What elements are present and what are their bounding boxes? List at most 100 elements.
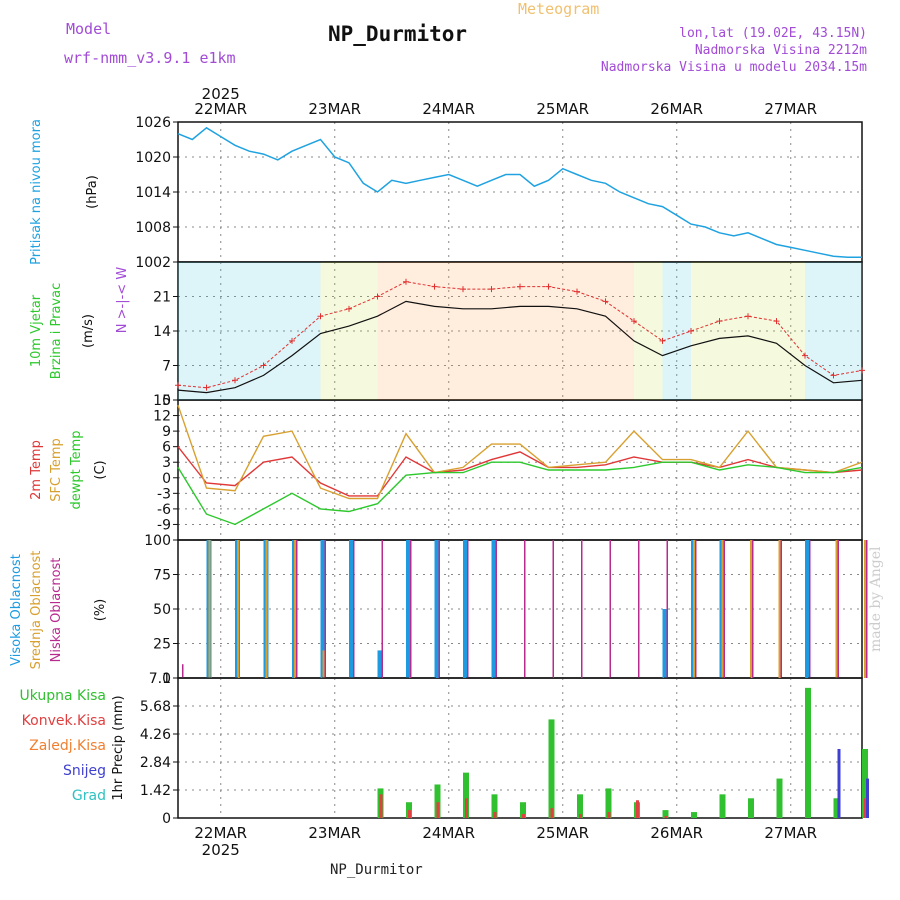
wind-direction-band [206, 262, 235, 400]
precip-bar [493, 812, 497, 818]
wind-direction-band [605, 262, 634, 400]
x-day-label-bottom: 26MAR [650, 824, 703, 842]
temp-line-2 [177, 461, 863, 526]
x-day-label-top: 27MAR [764, 100, 817, 118]
gust-marker [460, 286, 466, 293]
gust-marker [317, 313, 324, 320]
x-day-label-top: 22MAR [194, 100, 247, 118]
y-label-wind-2: Brzina i Pravac [49, 283, 64, 380]
wind-direction-band [748, 262, 777, 400]
wind-direction-band [235, 262, 264, 400]
x-day-label-top: 25MAR [536, 100, 589, 118]
y-tick-label: 14 [153, 324, 171, 340]
precip-bar [463, 772, 469, 818]
cloud-bar [410, 540, 412, 678]
wind-direction-band [719, 262, 748, 400]
wind-direction-band [377, 262, 406, 400]
cloud-bar [552, 540, 554, 678]
wind-direction-band [406, 262, 435, 400]
cloud-bar [381, 540, 383, 678]
gust-marker [545, 283, 552, 290]
gust-marker [175, 382, 181, 389]
precip-bar [607, 812, 611, 818]
y-tick-label: 5.68 [140, 699, 171, 715]
precip-bar [465, 798, 468, 818]
cloud-bar [406, 540, 411, 678]
precip-bar [520, 802, 526, 818]
location-label: lon,lat (19.02E, 43.15N) [679, 26, 867, 41]
cloud-bar [750, 540, 752, 678]
wind-direction-band [349, 262, 378, 400]
precip-legend-item: Ukupna Kisa [19, 688, 106, 704]
precip-bar [434, 784, 441, 818]
y-label-wind-unit: (m/s) [81, 314, 96, 348]
model-name: wrf-nmm_v3.9.1 e1km [64, 49, 236, 67]
cloud-bar [495, 540, 497, 678]
precip-bar [579, 814, 582, 818]
cloud-bar [377, 650, 383, 678]
model-altitude-label: Nadmorska Visina u modelu 2034.15m [600, 60, 867, 75]
gust-marker [488, 286, 495, 293]
y-label-wind: 10m Vjetar [29, 294, 44, 367]
gust-marker [260, 362, 267, 369]
x-day-label-bottom: 23MAR [308, 824, 361, 842]
watermark: made by Angel [868, 546, 884, 653]
y-tick-label: 4.26 [140, 727, 171, 743]
wind-direction-band [178, 262, 207, 400]
wind-direction-band [292, 262, 321, 400]
precip-bar [577, 794, 583, 818]
cloud-bar [693, 540, 695, 678]
y-tick-label: -9 [157, 517, 171, 533]
y-label-pressure: Pritisak na nivou mora [29, 119, 44, 265]
y-tick-label: 15 [153, 393, 171, 409]
precip-bar [862, 748, 868, 818]
gust-marker [859, 367, 865, 374]
precip-bar [748, 798, 754, 818]
cloud-bar [182, 664, 184, 678]
cloud-bar [324, 540, 326, 678]
meteogram-label: Meteogram [518, 0, 600, 18]
precip-bar [548, 719, 555, 818]
wind-direction-band [776, 262, 805, 400]
footer-station: NP_Durmitor [330, 862, 423, 878]
cloud-bar [320, 540, 326, 678]
y-tick-label: 6 [162, 440, 171, 456]
gust-marker [232, 377, 238, 384]
cloud-bar [349, 540, 354, 678]
x-day-label-top: 26MAR [650, 100, 703, 118]
x-year-label-bottom: 2025 [202, 841, 240, 859]
gust-marker [403, 278, 409, 285]
y-tick-label: 0 [162, 811, 171, 827]
precip-bar [436, 802, 440, 818]
y-tick-label: 1008 [135, 220, 171, 236]
y-label-cloud-high: Visoka Oblacnost [9, 554, 24, 666]
precip-legend-item: Zaledj.Kisa [29, 738, 106, 754]
x-day-label-bottom: 22MAR [194, 824, 247, 842]
precip-bar [522, 814, 525, 818]
x-day-label-bottom: 25MAR [536, 824, 589, 842]
wind-direction-band [434, 262, 463, 400]
cloud-bar [638, 540, 640, 678]
y-tick-label: 7.1 [149, 671, 171, 687]
cloud-bar [294, 540, 296, 678]
y-tick-label: 21 [153, 290, 171, 306]
model-label: Model [66, 20, 112, 38]
wind-direction-band [691, 262, 720, 400]
y-tick-label: 9 [162, 424, 171, 440]
gust-marker [602, 298, 609, 305]
precip-bar [719, 794, 726, 818]
precip-bar [664, 816, 668, 818]
precip-bar [837, 748, 841, 818]
gust-marker [659, 337, 666, 344]
precip-bar [864, 798, 867, 818]
gust-marker [745, 313, 751, 320]
pressure-line [177, 126, 862, 259]
y-tick-label: 0 [162, 671, 171, 687]
wind-speed-line [177, 300, 863, 394]
temp-line-0 [177, 446, 863, 497]
precip-bar [662, 810, 669, 818]
wind-direction-legend: N >-|-< W [115, 267, 130, 334]
precip-bar [408, 810, 411, 818]
cloud-bar [835, 540, 838, 678]
wind-direction-band [548, 262, 577, 400]
